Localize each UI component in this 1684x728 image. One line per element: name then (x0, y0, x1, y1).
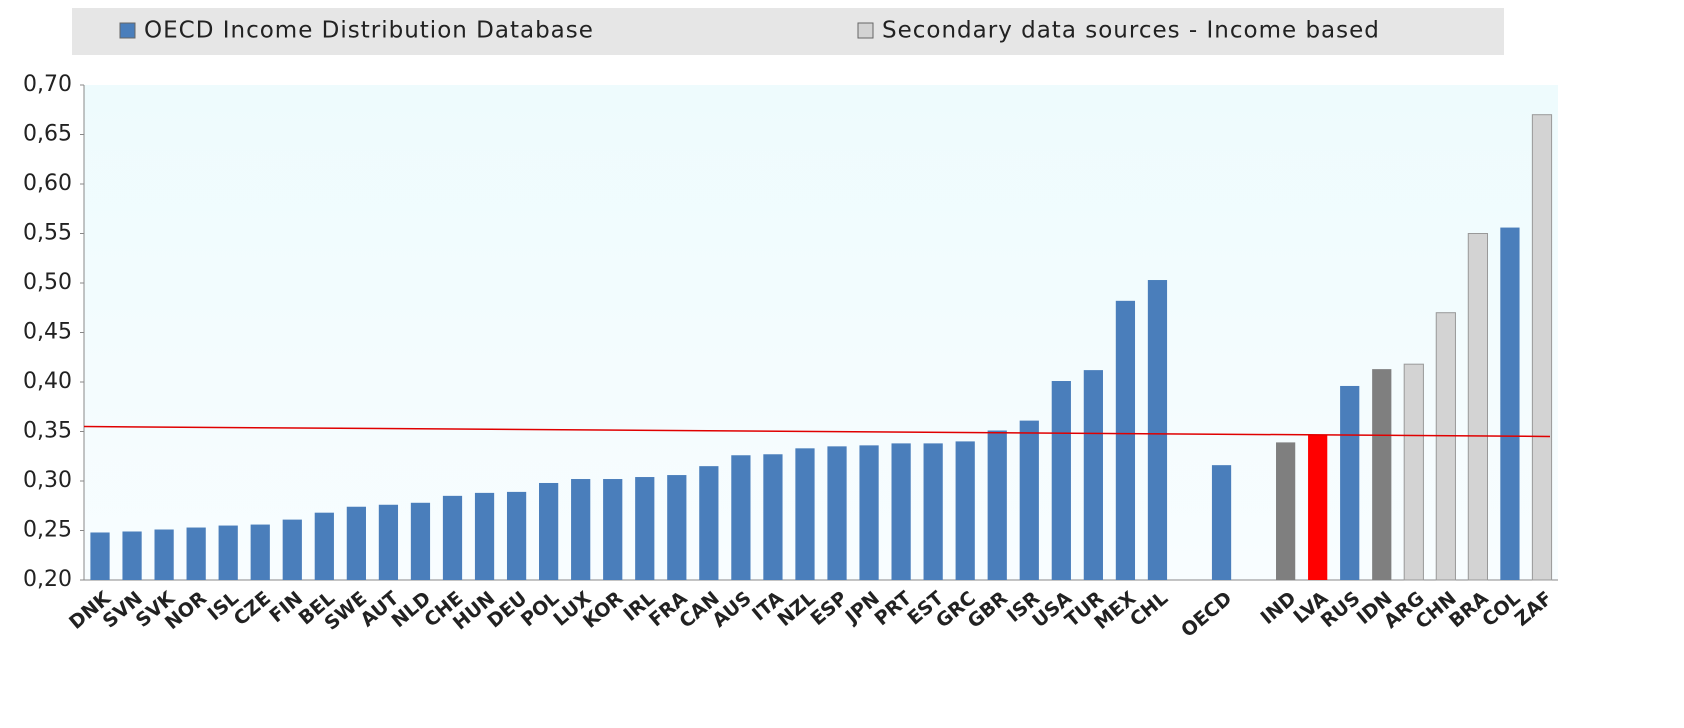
bar (442, 495, 463, 580)
bar (1019, 420, 1039, 580)
bar (603, 479, 623, 580)
bar (1372, 369, 1392, 580)
bar (1308, 435, 1328, 580)
bar (1115, 300, 1136, 580)
bar (218, 525, 238, 580)
y-tick-label: 0,65 (23, 122, 72, 147)
legend-box (72, 8, 1504, 55)
x-tick-label: CHL (1126, 587, 1172, 631)
bar (667, 475, 687, 580)
bar (539, 482, 559, 580)
plot-area (84, 85, 1558, 580)
bar (891, 443, 911, 580)
bar (1083, 370, 1103, 580)
legend-swatch (857, 22, 874, 39)
bar (699, 466, 719, 580)
bar (410, 502, 431, 580)
bar (635, 477, 655, 580)
bar (1051, 381, 1071, 580)
bar (859, 445, 879, 580)
bar (250, 524, 270, 580)
bar (1531, 114, 1553, 581)
bar (763, 454, 783, 580)
bar (1211, 465, 1232, 580)
bar (923, 443, 943, 580)
bar (154, 529, 174, 580)
y-tick-label: 0,35 (23, 419, 72, 444)
bar (1435, 312, 1456, 581)
legend-label: Secondary data sources - Income based (882, 18, 1380, 44)
legend-label: OECD Income Distribution Database (144, 18, 594, 44)
bar (314, 512, 334, 580)
bar (122, 531, 142, 580)
bar (186, 527, 206, 580)
y-tick-label: 0,25 (23, 518, 72, 543)
bar (1340, 385, 1360, 580)
bar (1500, 227, 1520, 580)
bar (987, 430, 1007, 580)
legend-swatch (119, 22, 136, 39)
bar (90, 532, 110, 580)
y-tick-label: 0,30 (23, 468, 72, 493)
y-tick-label: 0,55 (23, 221, 72, 246)
bar (1403, 363, 1424, 581)
bar (731, 455, 751, 580)
bar (282, 519, 302, 580)
bar (827, 446, 847, 580)
y-tick-label: 0,45 (23, 320, 72, 345)
bar (955, 441, 975, 580)
bar (506, 491, 527, 580)
reference-line (83, 425, 1551, 438)
y-tick-label: 0,20 (23, 567, 72, 592)
bar (1276, 442, 1296, 580)
y-tick-label: 0,60 (23, 171, 72, 196)
x-tick-label: ZAF (1511, 587, 1557, 631)
bar (1467, 233, 1489, 581)
y-tick-label: 0,70 (23, 72, 72, 97)
bar (1147, 280, 1168, 580)
y-tick-label: 0,50 (23, 270, 72, 295)
x-tick-label: OECD (1177, 587, 1236, 642)
bar (571, 479, 591, 580)
bar (346, 506, 366, 580)
bar (378, 504, 399, 580)
bar (795, 448, 815, 580)
bar (474, 492, 495, 580)
y-tick-label: 0,40 (23, 369, 72, 394)
